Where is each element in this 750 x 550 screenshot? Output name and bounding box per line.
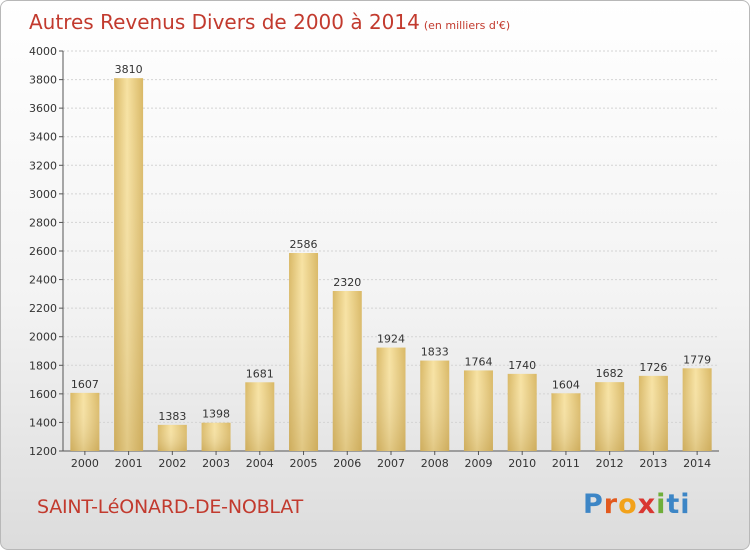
logo-letter: i [656, 489, 667, 520]
x-tick-label: 2010 [508, 457, 536, 470]
x-tick-label: 2011 [552, 457, 580, 470]
bar-shade [245, 382, 275, 451]
y-tick-label: 2200 [29, 302, 57, 315]
data-label: 1607 [71, 378, 99, 391]
bar-shade [463, 370, 493, 451]
y-tick-label: 1400 [29, 416, 57, 429]
data-label: 1398 [202, 408, 230, 421]
bar-shade [114, 78, 144, 452]
bar-shade [507, 373, 537, 451]
x-tick-label: 2004 [246, 457, 274, 470]
y-tick-label: 1800 [29, 359, 57, 372]
x-tick-label: 2000 [71, 457, 99, 470]
bar-shade [332, 291, 362, 451]
data-label: 1740 [508, 359, 536, 372]
bar-shade [70, 392, 100, 451]
y-tick-label: 2000 [29, 331, 57, 344]
logo-letter: t [666, 489, 681, 520]
x-tick-label: 2003 [202, 457, 230, 470]
data-label: 1681 [246, 367, 274, 380]
y-tick-label: 2800 [29, 216, 57, 229]
data-label: 1604 [552, 378, 580, 391]
logo-letter: r [603, 489, 619, 520]
bar-shade [638, 375, 668, 451]
commune-name: SAINT-LéONARD-DE-NOBLAT [37, 496, 303, 518]
data-label: 1726 [639, 361, 667, 374]
bar-layer [70, 78, 712, 452]
x-tick-label: 2005 [290, 457, 318, 470]
data-label: 1779 [683, 353, 711, 366]
data-label: 1383 [158, 410, 186, 423]
data-label: 1682 [596, 367, 624, 380]
proxiti-logo: Proxiti [583, 489, 691, 520]
y-tick-label: 1200 [29, 445, 57, 458]
y-tick-label: 3400 [29, 131, 57, 144]
chart-title-text: Autres Revenus Divers de 2000 à 2014 [29, 10, 420, 34]
data-label: 1833 [421, 346, 449, 359]
x-tick-label: 2013 [639, 457, 667, 470]
chart-title: Autres Revenus Divers de 2000 à 2014 (en … [29, 10, 510, 34]
x-tick-label: 2008 [421, 457, 449, 470]
bar-shade [201, 422, 231, 451]
x-tick-label: 2001 [115, 457, 143, 470]
label-layer: 1607 3810 1383 1398 1681 2586 2320 1924 1833 1764… [71, 63, 711, 423]
logo-letter: x [637, 489, 657, 520]
bar-shade [551, 393, 581, 451]
y-tick-label: 1600 [29, 388, 57, 401]
bar-shade [157, 424, 187, 451]
x-tick-label: 2002 [158, 457, 186, 470]
logo-letter: P [583, 489, 604, 520]
data-label: 1764 [464, 355, 492, 368]
y-tick-label: 3000 [29, 188, 57, 201]
data-label: 2586 [290, 238, 318, 251]
logo-letter: o [618, 489, 638, 520]
y-tick-label: 3600 [29, 102, 57, 115]
x-tick-label: 2012 [596, 457, 624, 470]
y-tick-label: 2400 [29, 274, 57, 287]
bar-shade [682, 368, 712, 451]
data-label: 2320 [333, 276, 361, 289]
x-tick-label: 2014 [683, 457, 711, 470]
chart-unit: (en milliers d'€) [423, 19, 511, 32]
x-tick-label: 2006 [333, 457, 361, 470]
bar-shade [289, 253, 319, 451]
logo-letter: i [680, 489, 691, 520]
bar-shade [595, 382, 625, 451]
y-tick-label: 3800 [29, 74, 57, 87]
y-tick-label: 4000 [29, 45, 57, 58]
bar-shade [376, 347, 406, 451]
y-tick-label: 2600 [29, 245, 57, 258]
x-tick-label: 2009 [464, 457, 492, 470]
y-tick-label: 3200 [29, 159, 57, 172]
bar-shade [420, 360, 450, 451]
x-tick-label: 2007 [377, 457, 405, 470]
data-label: 3810 [115, 63, 143, 76]
data-label: 1924 [377, 333, 405, 346]
